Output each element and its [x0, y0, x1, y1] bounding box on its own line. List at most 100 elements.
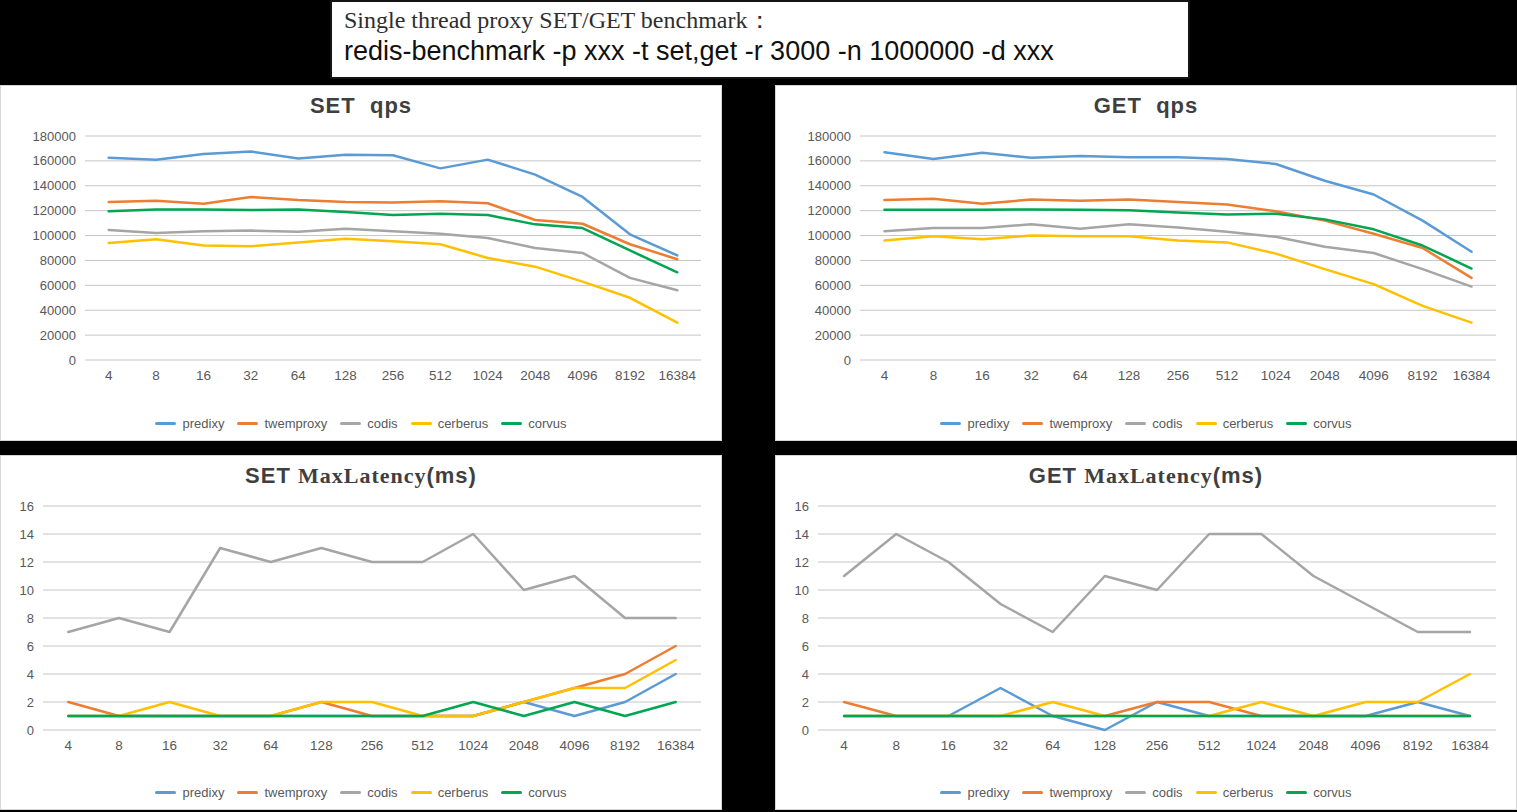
legend-item-corvus: corvus	[1286, 416, 1351, 431]
y-tick-label: 12	[20, 555, 34, 570]
chart-title-segment: MaxLatency	[298, 463, 427, 488]
legend-item-twemproxy: twemproxy	[1022, 785, 1112, 800]
legend-label: predixy	[967, 416, 1009, 431]
legend-label: twemproxy	[264, 785, 327, 800]
legend-item-twemproxy: twemproxy	[1022, 416, 1112, 431]
y-tick-label: 8	[802, 611, 809, 626]
x-tick-label: 8	[152, 368, 160, 383]
y-tick-label: 14	[795, 527, 809, 542]
x-tick-label: 256	[382, 368, 405, 383]
legend-marker-codis	[1125, 422, 1146, 426]
x-tick-label: 4096	[1359, 368, 1389, 383]
chart-title-segment: SET	[245, 463, 298, 488]
legend-label: cerberus	[1223, 416, 1274, 431]
x-tick-label: 16	[941, 738, 956, 753]
x-tick-label: 1024	[1261, 368, 1292, 383]
legend-label: predixy	[967, 785, 1009, 800]
x-tick-label: 16384	[657, 738, 695, 753]
y-tick-label: 10	[20, 583, 34, 598]
y-tick-label: 0	[802, 723, 809, 738]
x-tick-label: 8	[115, 738, 123, 753]
x-tick-label: 16384	[1451, 738, 1489, 753]
legend-marker-cerberus	[411, 422, 432, 426]
legend-marker-twemproxy	[237, 791, 258, 795]
x-tick-label: 4	[881, 368, 889, 383]
x-tick-label: 16	[162, 738, 177, 753]
legend-marker-cerberus	[1196, 791, 1217, 795]
x-tick-label: 4096	[568, 368, 598, 383]
legend-marker-cerberus	[411, 791, 432, 795]
legend-marker-codis	[340, 422, 361, 426]
set-maxlatency-plot: 1614121086420481632641282565121024204840…	[1, 492, 721, 770]
x-tick-label: 64	[263, 738, 279, 753]
y-tick-label: 10	[795, 583, 809, 598]
x-tick-label: 4096	[1351, 738, 1381, 753]
y-tick-label: 6	[802, 639, 809, 654]
legend-item-predixy: predixy	[155, 416, 224, 431]
y-tick-label: 8	[27, 611, 34, 626]
chart-panel-set-qps: SET qps 18000016000014000012000010000080…	[0, 85, 722, 441]
x-tick-label: 512	[1198, 738, 1221, 753]
x-tick-label: 1024	[1246, 738, 1277, 753]
legend-marker-twemproxy	[1022, 791, 1043, 795]
benchmark-screenshot: { "header": { "line1": "Single thread pr…	[0, 0, 1517, 812]
legend-marker-predixy	[155, 422, 176, 426]
chart-title-segment: GET	[1029, 463, 1084, 488]
legend-item-predixy: predixy	[940, 785, 1009, 800]
y-tick-label: 100000	[33, 228, 76, 243]
series-line-cerberus	[884, 236, 1471, 323]
legend-marker-cerberus	[1196, 422, 1217, 426]
benchmark-title-line1: Single thread proxy SET/GET benchmark：	[344, 5, 1178, 36]
legend-label: cerberus	[438, 785, 489, 800]
x-tick-label: 8192	[615, 368, 645, 383]
legend-item-codis: codis	[1125, 785, 1182, 800]
y-tick-label: 140000	[33, 178, 76, 193]
series-line-predixy	[68, 674, 675, 716]
legend-marker-corvus	[501, 791, 522, 795]
get-maxlatency-plot: 1614121086420481632641282565121024204840…	[776, 492, 1516, 770]
chart-title-set-maxlatency: SET MaxLatency(ms)	[1, 463, 721, 489]
legend-label: codis	[1152, 785, 1182, 800]
x-tick-label: 16	[196, 368, 211, 383]
x-tick-label: 4	[65, 738, 73, 753]
x-tick-label: 16384	[659, 368, 697, 383]
series-line-predixy	[844, 688, 1470, 730]
chart-title-segment: MaxLatency	[1084, 463, 1213, 488]
x-tick-label: 128	[310, 738, 333, 753]
y-tick-label: 2	[27, 695, 34, 710]
legend-label: corvus	[1313, 416, 1351, 431]
legend-marker-codis	[340, 791, 361, 795]
chart-title-segment: GET qps	[1094, 93, 1199, 118]
x-tick-label: 8	[892, 738, 900, 753]
legend-label: cerberus	[1223, 785, 1274, 800]
y-tick-label: 16	[20, 499, 34, 514]
legend-marker-corvus	[1286, 422, 1307, 426]
legend-item-predixy: predixy	[155, 785, 224, 800]
x-tick-label: 256	[1167, 368, 1190, 383]
y-tick-label: 60000	[815, 278, 851, 293]
x-tick-label: 4	[840, 738, 848, 753]
x-tick-label: 64	[291, 368, 307, 383]
legend-marker-predixy	[155, 791, 176, 795]
series-line-codis	[844, 534, 1470, 632]
benchmark-command-line: redis-benchmark -p xxx -t set,get -r 300…	[344, 36, 1178, 67]
legend-label: twemproxy	[1049, 785, 1112, 800]
x-tick-label: 32	[243, 368, 258, 383]
x-tick-label: 8192	[610, 738, 640, 753]
x-tick-label: 512	[1216, 368, 1239, 383]
y-tick-label: 20000	[40, 328, 76, 343]
x-tick-label: 256	[361, 738, 384, 753]
series-line-cerberus	[844, 674, 1470, 716]
y-tick-label: 12	[795, 555, 809, 570]
y-tick-label: 40000	[40, 303, 76, 318]
series-line-codis	[109, 229, 678, 291]
y-tick-label: 120000	[33, 203, 76, 218]
y-tick-label: 6	[27, 639, 34, 654]
legend-label: corvus	[528, 416, 566, 431]
series-line-twemproxy	[109, 197, 678, 259]
x-tick-label: 32	[213, 738, 228, 753]
y-tick-label: 2	[802, 695, 809, 710]
y-tick-label: 180000	[808, 129, 851, 144]
legend-label: corvus	[1313, 785, 1351, 800]
x-tick-label: 128	[1094, 738, 1117, 753]
